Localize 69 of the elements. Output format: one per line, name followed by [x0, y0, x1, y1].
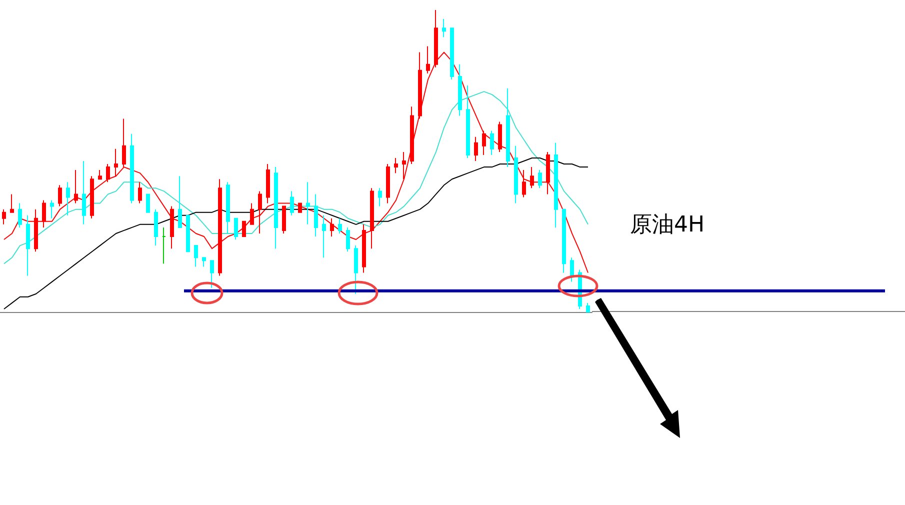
candlestick: [458, 64, 462, 116]
candlestick: [226, 182, 230, 234]
candlestick: [42, 200, 46, 228]
candlestick: [546, 151, 550, 195]
candlestick: [170, 206, 174, 250]
candlestick: [450, 28, 454, 80]
candlestick: [562, 208, 566, 274]
candlestick: [514, 145, 518, 204]
candlestick: [570, 257, 574, 282]
candlestick: [370, 188, 374, 250]
candlestick: [386, 164, 390, 204]
candlestick: [178, 176, 182, 228]
candlestick: [378, 188, 382, 207]
candlestick: [394, 157, 398, 174]
candlestick: [10, 194, 14, 213]
candlestick: [202, 257, 206, 268]
candlestick: [346, 226, 350, 252]
candlestick: [130, 133, 134, 204]
text: 原油4H: [630, 212, 705, 238]
candlestick: [530, 166, 534, 189]
candlestick: [2, 208, 6, 225]
candlestick: [442, 18, 446, 38]
candlestick: [410, 106, 414, 165]
candlestick: [194, 245, 198, 268]
candlestick: [554, 142, 558, 228]
candlestick: [354, 245, 358, 294]
candlestick: [490, 130, 494, 156]
candlestick: [186, 214, 190, 252]
candlestick: [106, 164, 110, 183]
candlestick: [522, 170, 526, 198]
candlestick: [210, 260, 214, 288]
candlestick: [242, 220, 246, 237]
candlestick: [122, 118, 126, 168]
candlestick: [234, 218, 238, 240]
candlestick: [298, 202, 302, 213]
candlestick: [66, 182, 70, 216]
candlestick: [290, 190, 294, 216]
candlestick: [90, 176, 94, 219]
candlestick: [338, 218, 342, 234]
candlestick: [258, 190, 262, 234]
candlestick: [322, 214, 326, 258]
candlestick: [474, 136, 478, 162]
candlestick: [466, 85, 470, 158]
candlestick: [146, 194, 150, 213]
candlestick: [306, 182, 310, 225]
candlestick: [250, 202, 254, 225]
candlestick: [114, 148, 118, 177]
candlestick: [538, 170, 542, 189]
candlestick: [82, 160, 86, 225]
candlestick: [506, 88, 510, 168]
candlestick: [266, 164, 270, 204]
candlestick: [154, 208, 158, 246]
candlestick: [50, 200, 54, 219]
candlestick: [34, 208, 38, 252]
candlestick: [314, 194, 318, 237]
candlestick: [330, 218, 334, 237]
candlestick: [162, 226, 166, 264]
candlestick: [74, 170, 78, 204]
candlestick: [282, 206, 286, 234]
candlestick: [58, 184, 62, 207]
candlestick: [498, 121, 502, 152]
candlestick: [586, 302, 590, 312]
candlestick: [98, 170, 102, 180]
candlestick: [18, 202, 22, 228]
candlestick: [26, 214, 30, 276]
candlestick: [402, 151, 406, 180]
candlestick: [138, 182, 142, 204]
candlestick: [274, 166, 278, 250]
candlestick: [482, 130, 486, 156]
